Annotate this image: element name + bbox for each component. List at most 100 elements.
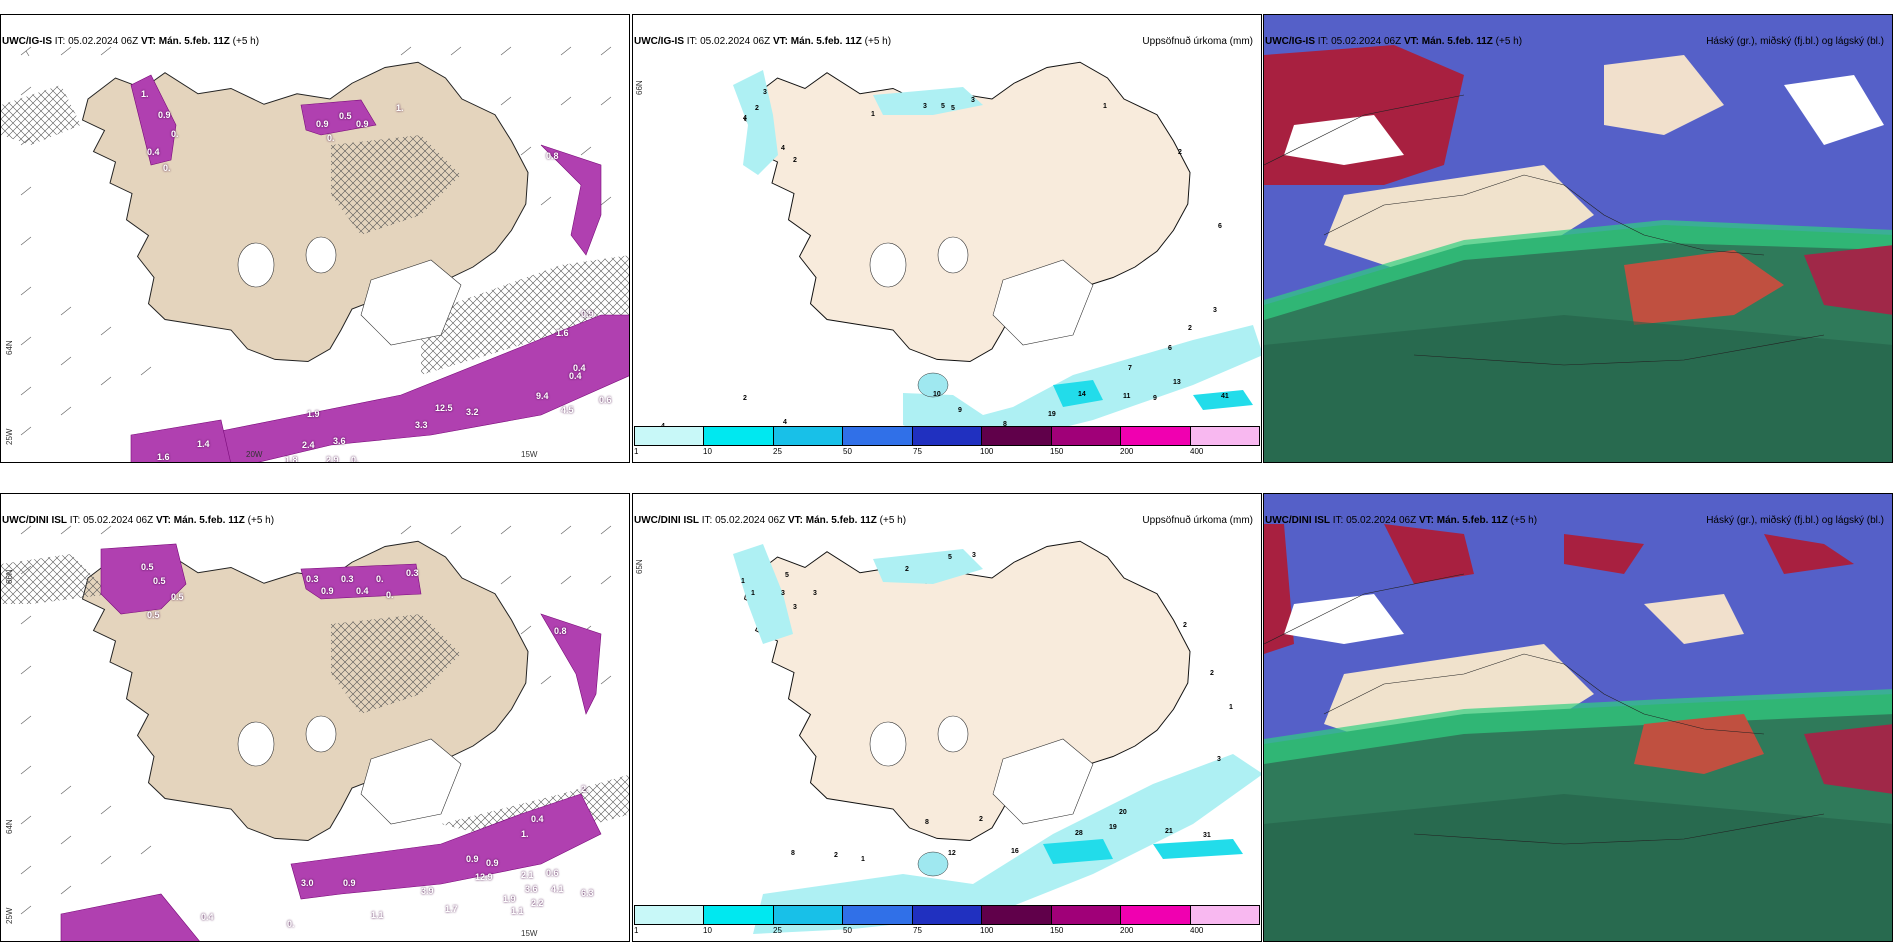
precip-map [633,494,1261,941]
legend-swatch [982,427,1052,445]
legend-swatch [773,427,844,445]
wind-value: 0. [351,455,359,463]
wind-value: 0.5 [147,610,160,620]
precip-value: 6 [1168,345,1172,352]
it-value: 05.02.2024 06Z [1331,36,1402,47]
legend-swatch [1190,427,1259,445]
precip-value: 2 [1188,325,1192,332]
legend-label: 10 [703,926,712,935]
wind-value: 2.1 [521,870,534,880]
legend-label: 200 [1120,926,1134,935]
wind-value: 3.6 [525,884,538,894]
wind-panel-row2: 15W UWC/DINI ISL IT: 05.02.2024 06Z VT: … [0,493,630,942]
model-name: UWC/DINI ISL [634,515,699,526]
legend-swatch [1121,906,1191,924]
wind-value: 0.3 [341,574,354,584]
lat-65n-label: 65N [635,559,644,574]
panel-header: UWC/DINI ISL IT: 05.02.2024 06Z VT: Mán.… [634,515,906,527]
precip-value: 4 [783,419,787,426]
wind-value: 0.9 [343,878,356,888]
precip-panel-row2: UWC/DINI ISL IT: 05.02.2024 06Z VT: Mán.… [632,493,1262,942]
wind-value: 0.4 [569,371,582,381]
wind-value: 0.3 [306,574,319,584]
model-name: UWC/IG-IS [1265,36,1315,47]
precip-value: 3 [813,590,817,597]
lat-66n-label: 66N [5,569,14,584]
wind-value: 0.4 [531,814,544,824]
cloud-title: Háský (gr.), miðský (fj.bl.) og lágský (… [1706,515,1884,526]
legend-swatch [1051,906,1122,924]
legend-labels: 1 10 25 50 75 100 150 200 400 [633,925,1261,937]
lon-25w-label: 25W [5,907,14,924]
precip-value: 1 [741,578,745,585]
wind-map: 20W 15W [1,15,629,462]
wind-value: 3.3 [415,420,428,430]
legend-swatch [843,427,913,445]
wind-value: 1.1 [511,906,524,916]
precip-value: 3 [1217,756,1221,763]
it-value: 05.02.2024 06Z [68,36,139,47]
precip-value: 1 [751,590,755,597]
lat-64n-label: 64N [5,819,14,834]
legend-swatch [1121,427,1191,445]
legend-bar [634,905,1260,925]
wind-value: 1.7 [445,904,458,914]
wind-value: 0.9 [356,119,369,129]
legend-label: 1 [634,926,639,935]
lead-time: (+5 h) [247,515,275,526]
precip-value: 3 [793,604,797,611]
panel-header: UWC/IG-IS IT: 05.02.2024 06Z VT: Mán. 5.… [634,36,891,48]
wind-value: 1.8 [285,455,298,463]
precip-value: 2 [834,852,838,859]
precip-value: 28 [1075,830,1083,837]
lat-66n-label: 66N [635,80,644,95]
precip-map [633,15,1261,462]
lon-15w-label: 15W [521,450,538,459]
wind-value: 6.3 [581,888,594,898]
lat-64n-label: 64N [5,340,14,355]
it-value: 05.02.2024 06Z [715,515,786,526]
precip-value: 19 [1109,824,1117,831]
legend-label: 400 [1190,447,1204,456]
it-value: 05.02.2024 06Z [700,36,771,47]
legend-label: 75 [913,447,922,456]
wind-value: 0.8 [546,151,559,161]
precip-value: 10 [933,391,941,398]
legend-label: 200 [1120,447,1134,456]
precip-value: 21 [1165,828,1173,835]
vt-label: VT: [155,515,171,526]
wind-value: 0.9 [321,586,334,596]
vt-value: Mán. 5.feb. 11Z [805,515,877,526]
it-value: 05.02.2024 06Z [1346,515,1417,526]
vt-value: Mán. 5.feb. 11Z [158,36,230,47]
cloud-map [1264,494,1892,941]
precip-value: 20 [1119,809,1127,816]
panel-header: UWC/IG-IS IT: 05.02.2024 06Z VT: Mán. 5.… [2,36,259,48]
precip-value: 5 [941,103,945,110]
model-name: UWC/IG-IS [2,36,52,47]
vt-label: VT: [1418,515,1434,526]
lon-15w-label: 15W [521,929,538,938]
wind-value: 0. [376,574,384,584]
legend-swatch [912,427,983,445]
lead-time: (+5 h) [864,36,892,47]
lead-time: (+5 h) [1510,515,1538,526]
precip-value: 3 [923,103,927,110]
precip-value: 16 [1011,848,1019,855]
precip-value: 8 [791,850,795,857]
legend-swatch [982,906,1052,924]
precip-value: 9 [1153,395,1157,402]
wind-value: 1.6 [556,328,569,338]
cloud-panel-row2: UWC/DINI ISL IT: 05.02.2024 06Z VT: Mán.… [1263,493,1893,942]
legend-swatch [912,906,983,924]
precip-value: 13 [1173,379,1181,386]
wind-panel-row1: 20W 15W UWC/IG-IS IT: 05.02.2024 06Z VT:… [0,14,630,463]
wind-value: 0.4 [147,147,160,157]
legend-swatch [773,906,844,924]
wind-value: 3.9 [421,886,434,896]
wind-value: 1.1 [371,910,384,920]
precip-value: 2 [743,395,747,402]
precip-value: 2 [793,157,797,164]
it-label: IT: [686,36,698,47]
wind-value: 3.6 [333,436,346,446]
